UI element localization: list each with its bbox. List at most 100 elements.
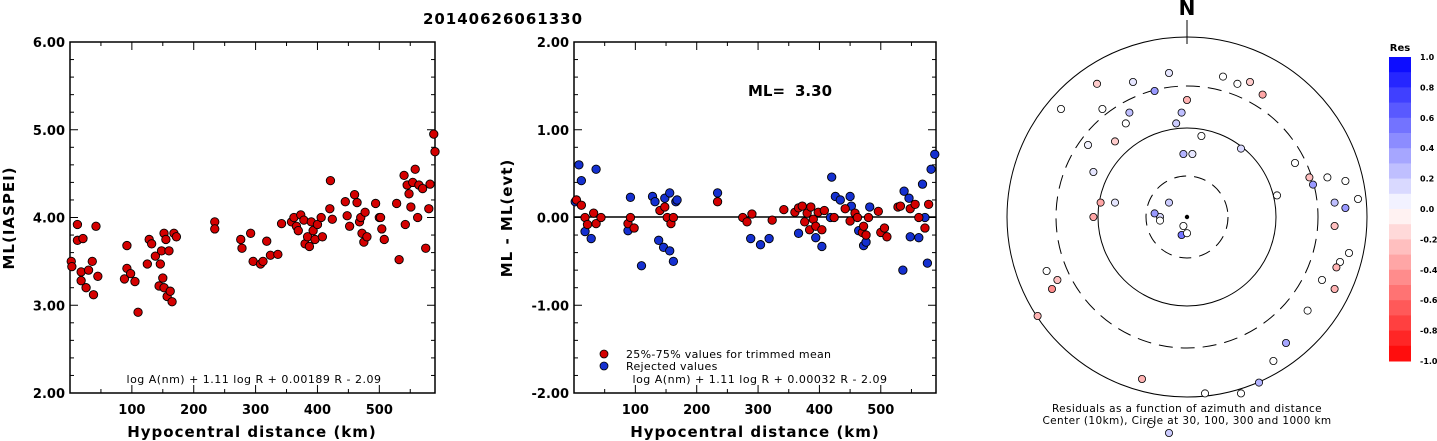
panel2-ylabel: ML - ML(evt) — [498, 159, 516, 277]
station-marker — [1354, 194, 1363, 203]
ring-30km — [1145, 175, 1229, 259]
ml-value: 3.30 — [795, 82, 832, 100]
station-marker — [1033, 311, 1042, 320]
rejected-point — [930, 149, 940, 159]
data-point — [370, 198, 381, 209]
data-point — [417, 183, 428, 194]
data-point — [167, 297, 177, 307]
rejected-point — [665, 188, 675, 198]
data-point — [430, 147, 440, 157]
colorbar-tick-label: 0.6 — [1420, 114, 1435, 123]
panel1-tick-labels: 100 200 300 400 500 2.00 3.00 4.00 5.00 6.00 — [33, 36, 393, 418]
station-marker — [1165, 198, 1174, 207]
data-point — [83, 265, 94, 275]
station-marker — [1057, 105, 1066, 114]
colorbar-cell — [1389, 163, 1411, 180]
colorbar-cell — [1389, 239, 1411, 256]
trimmed-point — [767, 215, 777, 225]
station-marker — [1258, 90, 1267, 99]
data-point — [165, 286, 175, 296]
legend-trimmed-marker — [599, 349, 609, 359]
data-point — [237, 243, 247, 253]
panel-ml-vs-distance: 100 200 300 400 500 2.00 3.00 4.00 5.00 6.00 log … — [0, 36, 440, 441]
ring-100km — [1097, 127, 1277, 307]
data-point — [400, 219, 410, 230]
station-marker — [1089, 212, 1098, 221]
colorbar-cell — [1389, 117, 1411, 134]
ring-1000km — [1006, 36, 1368, 398]
station-marker — [1150, 87, 1159, 96]
event-title: 20140626061330 — [423, 10, 583, 28]
station-marker — [1323, 173, 1332, 182]
data-point — [147, 239, 157, 249]
station-marker — [1177, 108, 1186, 117]
rejected-point — [898, 265, 908, 275]
data-point — [88, 290, 99, 300]
data-point — [404, 189, 414, 199]
data-point — [429, 129, 439, 139]
data-point — [394, 254, 404, 265]
data-point — [312, 219, 323, 230]
legend-rejected-label: Rejected values — [626, 360, 718, 373]
data-point — [245, 228, 256, 238]
rejected-point — [654, 235, 664, 245]
colorbar: Res 1.0 0.8 0.6 0.4 0.2 0.0 -0.2 -0.4 -0.6 -0.8 -1… — [1389, 43, 1437, 366]
data-point — [424, 204, 434, 214]
colorbar-tick-label: 0.2 — [1420, 175, 1434, 184]
trimmed-point — [840, 204, 850, 214]
station-marker — [1330, 284, 1339, 293]
station-marker — [1246, 78, 1255, 87]
station-marker — [1156, 216, 1165, 225]
y-tick-label: 2.00 — [33, 387, 65, 402]
data-point — [344, 221, 355, 231]
data-point — [258, 256, 268, 267]
data-point — [93, 271, 103, 281]
rejected-point — [591, 164, 601, 174]
data-point — [362, 232, 372, 242]
rejected-point — [755, 240, 766, 250]
colorbar-tick-label: -0.6 — [1420, 296, 1437, 305]
colorbar-cell — [1389, 72, 1411, 88]
data-point — [425, 179, 435, 189]
colorbar-cell — [1389, 193, 1411, 210]
colorbar-tick-label: 0.4 — [1420, 144, 1435, 153]
rejected-point — [899, 186, 909, 196]
rejected-point — [922, 258, 933, 268]
station-marker — [1042, 266, 1051, 275]
station-marker — [1282, 338, 1291, 347]
station-marker — [1291, 158, 1300, 167]
x-tick-label: 200 — [180, 403, 207, 418]
data-point — [379, 234, 389, 245]
data-point — [406, 202, 416, 212]
data-point — [171, 232, 182, 242]
rejected-point — [926, 164, 936, 174]
data-point — [119, 274, 130, 284]
y-tick-label: 5.00 — [33, 124, 65, 139]
data-point — [91, 221, 101, 231]
trimmed-point — [629, 223, 639, 233]
colorbar-cell — [1389, 330, 1411, 347]
data-point — [304, 241, 315, 252]
y-tick-label: 6.00 — [33, 36, 65, 51]
station-marker — [1096, 198, 1105, 207]
trimmed-point — [596, 212, 606, 223]
data-point — [340, 197, 350, 207]
colorbar-cell — [1389, 209, 1411, 225]
station-marker — [1201, 389, 1210, 398]
colorbar-cell — [1389, 269, 1411, 286]
colorbar-tick-label: -0.2 — [1420, 235, 1437, 244]
trimmed-point — [910, 199, 920, 209]
station-marker — [1165, 69, 1174, 78]
map-caption-line2: Center (10km), Circle at 30, 100, 300 an… — [1042, 415, 1331, 427]
rejected-point — [668, 256, 679, 267]
station-marker — [1341, 203, 1350, 212]
station-marker — [1183, 96, 1192, 105]
station-marker — [1165, 428, 1174, 437]
station-marker — [1098, 105, 1107, 114]
data-point — [421, 243, 431, 253]
data-point — [130, 276, 140, 287]
panel2-points — [570, 149, 940, 275]
trimmed-point — [588, 208, 599, 218]
station-marker — [1318, 275, 1327, 284]
trimmed-point — [779, 204, 789, 215]
